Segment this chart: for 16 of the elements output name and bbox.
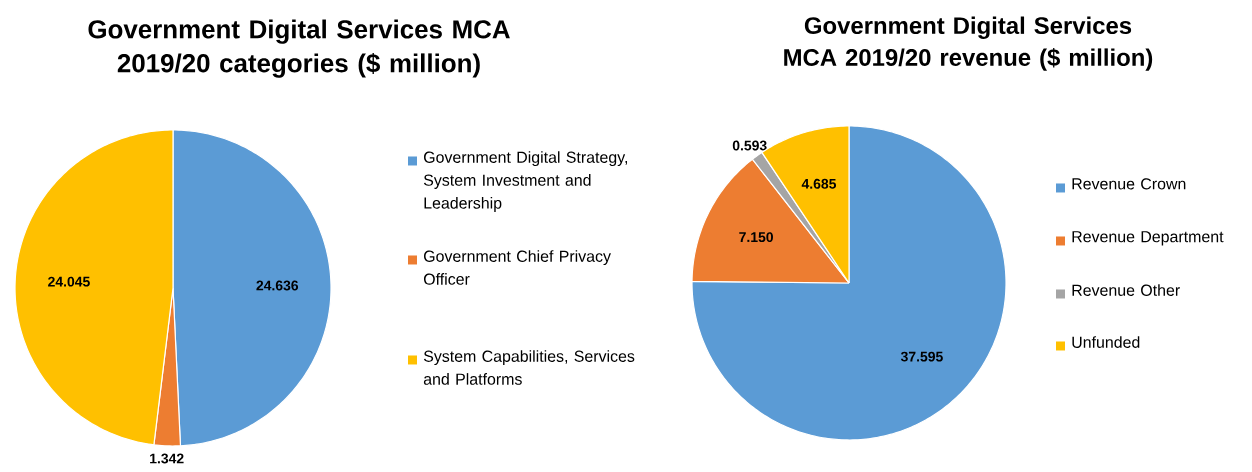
legend-label: Revenue Crown (1072, 178, 1186, 190)
data-label: 7.150 (739, 232, 773, 243)
data-label: 24.045 (48, 276, 90, 287)
legend-label: Government Digital Strategy, System Investment and Leadership (423, 151, 627, 212)
legend-label: Revenue Other (1072, 284, 1180, 296)
data-label: 37.595 (900, 351, 943, 362)
legend-label: Revenue Department (1072, 231, 1224, 246)
legend-label: Government Chief Privacy Officer (423, 250, 611, 285)
legend-label: Unfunded (1072, 336, 1140, 348)
data-label: 0.593 (732, 140, 767, 151)
chart-title: Government Digital Services MCA 2019/20 revenue ($ million) (784, 16, 1153, 71)
legend-label: System Capabilities, Services and Platforms (423, 350, 635, 385)
chart-title: Government Digital Services MCA 2019/20 categories ($ million) (88, 19, 510, 78)
data-label: 24.636 (256, 280, 299, 291)
data-label: 1.342 (150, 453, 184, 464)
data-label: 4.685 (801, 178, 837, 189)
